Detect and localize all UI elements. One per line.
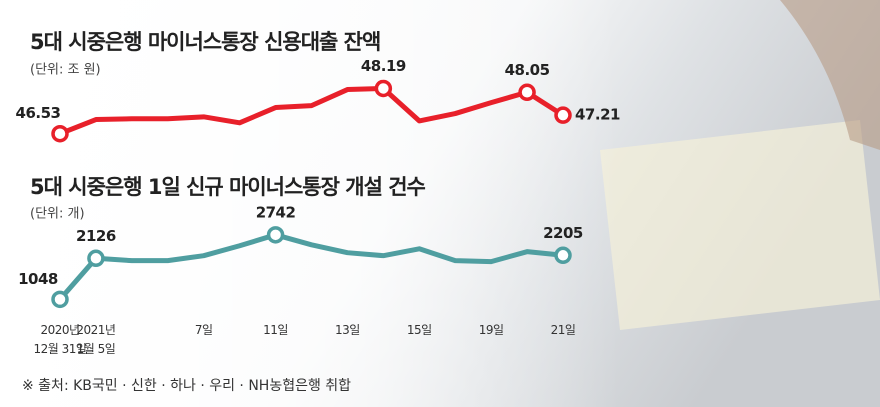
x-tick-label: 13일 [335, 323, 360, 337]
data-label: 48.19 [361, 57, 406, 75]
data-point [87, 249, 105, 268]
data-point [51, 290, 69, 309]
data-label: 48.05 [505, 61, 550, 79]
data-point [554, 246, 572, 265]
x-tick-label: 2020년 12월 31일 [34, 323, 87, 356]
data-line [59, 85, 565, 137]
chart-subtitle: (단위: 조 원) [30, 63, 101, 78]
chart-subtitle: (단위: 개) [30, 207, 85, 222]
chart-title: 5대 시중은행 1일 신규 마이너스통장 개설 건수 [30, 175, 426, 199]
data-line [58, 232, 564, 302]
source-note: ※ 출처: KB국민 · 신한 · 하나 · 우리 · NH농협은행 취합 [22, 378, 351, 394]
x-tick-label: 21일 [551, 323, 576, 337]
background-fade [0, 0, 620, 407]
data-label: 2742 [256, 203, 296, 221]
x-tick-label: 19일 [479, 323, 504, 337]
data-point [554, 106, 572, 124]
background-paper [600, 120, 880, 330]
background-hand [780, 0, 880, 150]
x-tick-label: 11일 [263, 323, 288, 337]
data-point [51, 124, 69, 143]
data-label: 1048 [18, 270, 58, 288]
x-tick-label: 15일 [407, 323, 432, 337]
x-tick-label: 7일 [195, 323, 213, 337]
data-point [518, 83, 536, 102]
data-label: 2205 [543, 224, 583, 242]
x-tick-label: 2021년 1월 5일 [76, 323, 115, 356]
data-point [374, 79, 393, 98]
data-point [266, 226, 285, 244]
chart-title: 5대 시중은행 마이너스통장 신용대출 잔액 [30, 30, 380, 54]
data-label: 47.21 [575, 106, 620, 124]
data-label: 46.53 [16, 104, 61, 122]
data-label: 2126 [76, 227, 116, 245]
